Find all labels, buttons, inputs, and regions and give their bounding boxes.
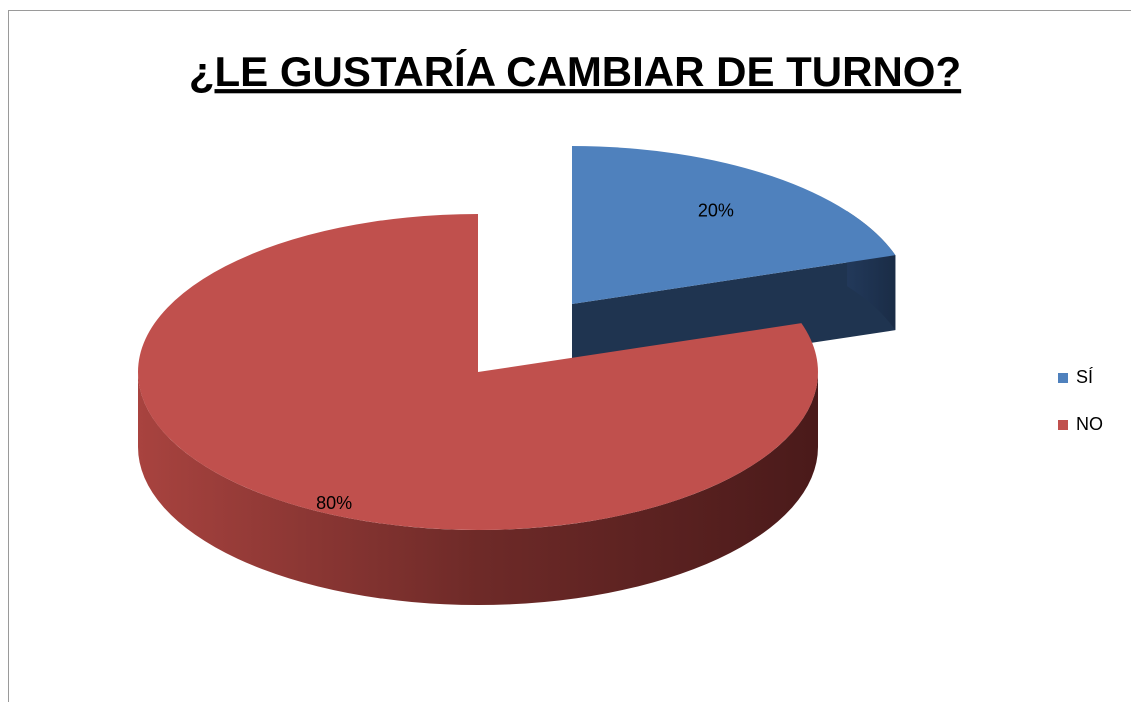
- data-label: 80%: [316, 493, 352, 513]
- pie-slice: [137, 214, 818, 605]
- legend-swatch: [1058, 373, 1068, 383]
- legend-label: NO: [1076, 414, 1103, 434]
- data-label: 20%: [698, 201, 734, 221]
- slice-top: [137, 214, 818, 530]
- slice-wall: [138, 372, 818, 605]
- chart-title: ¿LE GUSTARÍA CAMBIAR DE TURNO?: [189, 48, 961, 95]
- chart-frame: [8, 10, 1131, 702]
- legend-label: SÍ: [1076, 367, 1093, 387]
- legend-swatch: [1058, 420, 1068, 430]
- slice-top: [572, 146, 896, 304]
